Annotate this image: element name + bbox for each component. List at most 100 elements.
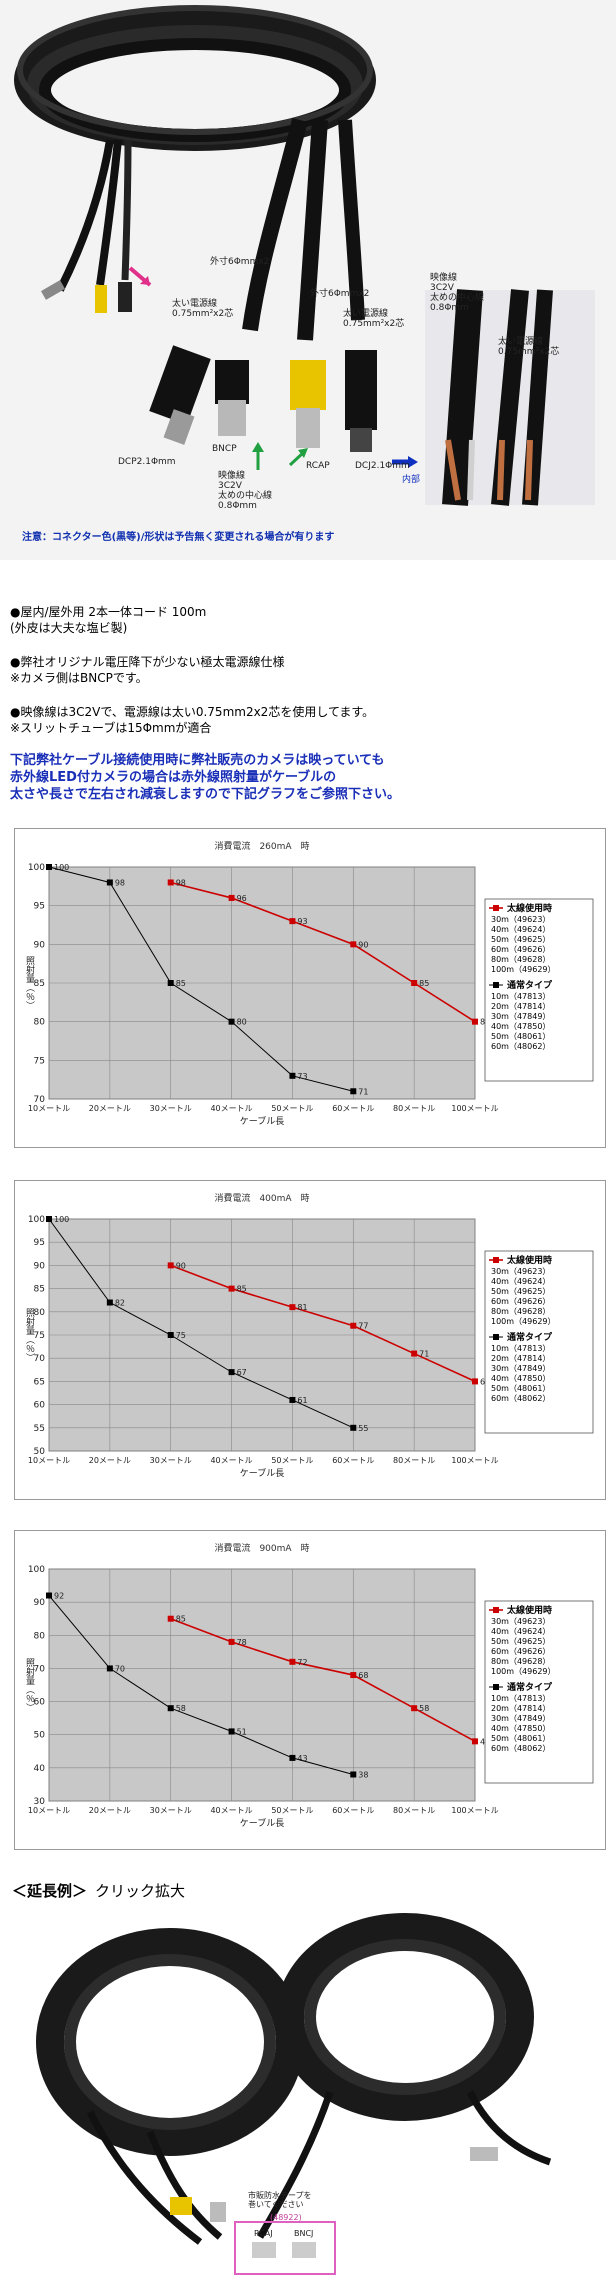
video-line-label: 映像線 3C2V 太めの中心線 0.8Φmm — [218, 471, 273, 511]
outer-diameter-label-2: 外寸6Φmmx2 — [310, 289, 370, 299]
x-axis-label: ケーブル長 — [240, 1115, 284, 1127]
data-label: 58 — [419, 1704, 429, 1713]
data-point — [411, 1350, 418, 1357]
x-axis-label: ケーブル長 — [240, 1817, 284, 1829]
data-point — [289, 1072, 296, 1079]
y-tick-label: 85 — [34, 1285, 45, 1295]
model-code-label: (48922) — [270, 2213, 302, 2222]
data-point — [46, 1216, 52, 1222]
y-tick-label: 50 — [34, 1731, 46, 1741]
legend-normal-title: 通常タイプ — [507, 1331, 553, 1343]
data-label: 67 — [237, 1368, 247, 1377]
x-tick-label: 50メートル — [271, 1456, 313, 1465]
x-tick-label: 40メートル — [210, 1104, 252, 1113]
data-point — [289, 1304, 296, 1311]
cable-coil — [14, 5, 376, 151]
data-point — [289, 1658, 296, 1665]
legend-thick-item: 60m（49626） — [491, 1647, 550, 1656]
legend-normal-item: 10m（47813） — [491, 1694, 550, 1703]
legend-normal-item: 10m（47813） — [491, 1344, 550, 1353]
legend-thick-item: 80m（49628） — [491, 1307, 550, 1316]
legend-thick-item: 100m（49629） — [491, 1317, 556, 1326]
data-label: 80 — [237, 1018, 247, 1027]
chart-400ma-svg: 消費電流 400mA 時 50 55 60 65 70 75 80 85 90 95 100 10メート… — [24, 1192, 594, 1479]
legend-normal-item: 20m（47814） — [491, 1002, 550, 1011]
y-tick-label: 90 — [34, 940, 46, 950]
y-tick-label: 80 — [34, 1018, 46, 1028]
cable-illustration — [14, 5, 595, 506]
y-tick-label: 55 — [34, 1424, 45, 1434]
x-tick-label: 40メートル — [210, 1456, 252, 1465]
data-label: 70 — [115, 1664, 125, 1673]
x-tick-label: 50メートル — [271, 1806, 313, 1815]
desc-line-1: ●屋内/屋外用 2本一体コード 100m — [10, 605, 207, 619]
y-axis-label: 照射量（％） — [24, 1308, 35, 1362]
extension-example-photo[interactable]: 市販防水テープを 巻いてください (48922) RCAJ BNCJ — [30, 1912, 570, 2281]
x-tick-label: 60メートル — [332, 1104, 374, 1113]
bncp-label: BNCP — [212, 444, 237, 454]
x-tick-label: 20メートル — [89, 1456, 131, 1465]
data-label: 75 — [176, 1331, 186, 1340]
y-tick-label: 70 — [34, 1664, 46, 1674]
chart-900ma: 消費電流 900mA 時 30 40 50 60 70 80 90 100 10メートル 20メート… — [14, 1530, 606, 1850]
y-tick-label: 75 — [34, 1056, 45, 1066]
data-point — [106, 1665, 113, 1672]
x-tick-label: 100メートル — [451, 1806, 498, 1815]
data-point — [472, 1378, 478, 1385]
data-point — [472, 1738, 478, 1745]
data-point — [167, 1615, 174, 1622]
legend-thick-item: 80m（49628） — [491, 1657, 550, 1666]
desc-line-6: ※スリットチューブは15Φmmが適合 — [10, 721, 212, 735]
data-point — [350, 1672, 357, 1679]
legend-swatch-thick — [493, 1607, 499, 1613]
legend-normal-item: 50m（48061） — [491, 1032, 550, 1041]
data-label: 71 — [358, 1087, 368, 1096]
legend-thick-item: 60m（49626） — [491, 1297, 550, 1306]
x-tick-label: 60メートル — [332, 1806, 374, 1815]
y-tick-label: 60 — [34, 1401, 46, 1411]
inner-label: 内部 — [402, 475, 421, 485]
y-tick-label: 95 — [34, 1238, 45, 1248]
data-point — [228, 894, 235, 901]
legend-thick-item: 30m（49623） — [491, 915, 550, 924]
x-tick-label: 80メートル — [393, 1456, 435, 1465]
click-enlarge-link[interactable]: クリック拡大 — [95, 1882, 186, 1900]
left-coil — [36, 1928, 304, 2156]
series-line — [48, 866, 354, 1092]
legend-normal-item: 50m（48061） — [491, 1384, 550, 1393]
y-tick-label: 40 — [34, 1764, 46, 1774]
data-point — [350, 941, 357, 948]
legend-thick-item: 60m（49626） — [491, 945, 550, 954]
legend-box — [484, 1250, 594, 1434]
legend-thick-item: 30m（49623） — [491, 1617, 550, 1626]
notice-line-2: 赤外線LED付カメラの場合は赤外線照射量がケーブルの — [10, 770, 337, 785]
data-label: 81 — [297, 1303, 307, 1312]
data-point — [228, 1638, 235, 1645]
legend-thick-title: 太線使用時 — [506, 902, 552, 914]
data-point — [350, 1424, 357, 1431]
legend-thick-item: 40m（49624） — [491, 1627, 550, 1636]
data-label: 96 — [237, 894, 247, 903]
legend-normal-item: 50m（48061） — [491, 1734, 550, 1743]
x-tick-label: 30メートル — [150, 1104, 192, 1113]
data-point — [228, 1018, 235, 1025]
data-label: 90 — [176, 1261, 186, 1270]
data-label: 98 — [176, 878, 186, 887]
x-tick-label: 100メートル — [451, 1456, 498, 1465]
legend-swatch-normal — [493, 982, 499, 988]
legend-thick-item: 100m（49629） — [491, 1667, 556, 1676]
y-tick-label: 80 — [34, 1308, 46, 1318]
y-axis-label: 照射量（％） — [24, 956, 35, 1010]
x-tick-label: 20メートル — [89, 1806, 131, 1815]
data-point — [106, 879, 113, 886]
legend-normal-item: 30m（47849） — [491, 1012, 550, 1021]
legend-normal-title: 通常タイプ — [507, 1681, 553, 1693]
data-point — [289, 1754, 296, 1761]
legend-normal-item: 30m（47849） — [491, 1364, 550, 1373]
series-line — [170, 1264, 476, 1383]
series-line — [48, 1595, 354, 1775]
connector-note: 注意：コネクター色(黒等)/形状は予告無く変更される場合が有ります — [22, 532, 335, 543]
x-tick-label: 40メートル — [210, 1806, 252, 1815]
legend-thick-item: 80m（49628） — [491, 955, 550, 964]
data-point — [350, 1322, 357, 1329]
